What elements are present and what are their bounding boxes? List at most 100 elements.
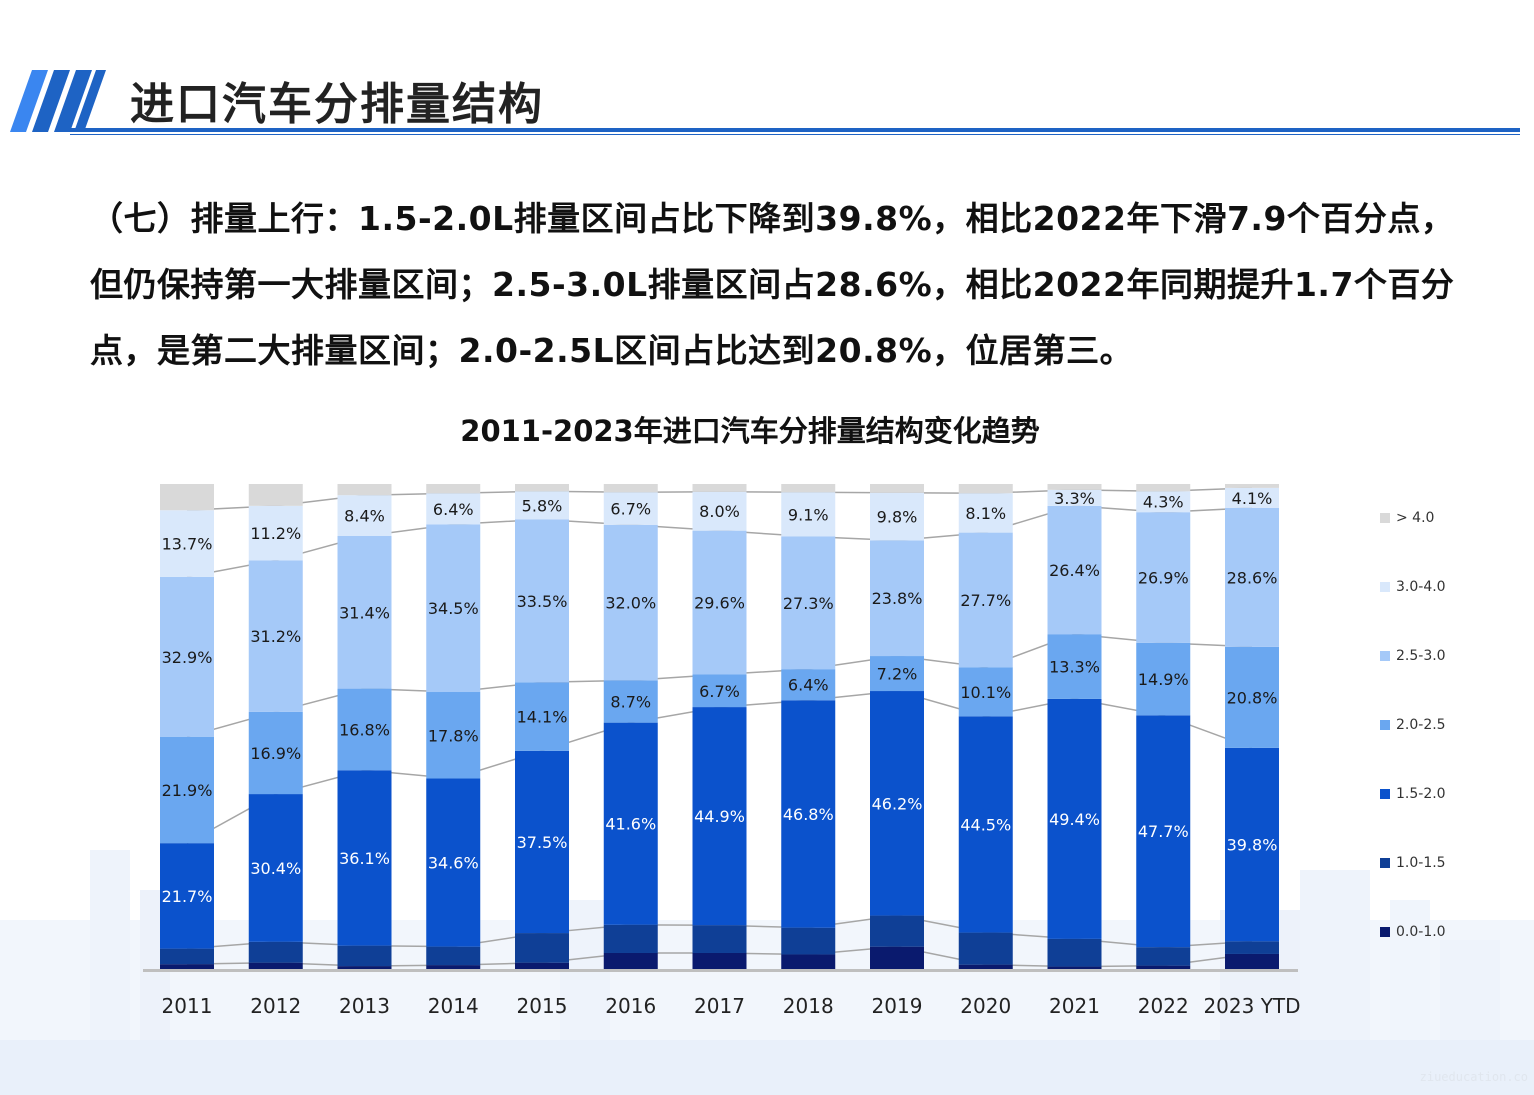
x-tick-label: 2022	[1138, 994, 1189, 1018]
x-tick-label: 2013	[339, 994, 390, 1018]
bar-segment-1.52.0-2013	[337, 770, 392, 946]
legend-label: > 4.0	[1396, 510, 1435, 526]
bar-segment-2.02.5-2019	[870, 656, 924, 692]
x-tick-label: 2018	[783, 994, 834, 1018]
bar-segment-3.04.0-2019	[870, 492, 924, 541]
data-label: 46.8%	[783, 805, 834, 824]
bar-segment-0.01.0-2020	[958, 964, 1013, 970]
bar-segment-2.02.5-2012	[248, 711, 303, 795]
data-label: 13.3%	[1049, 657, 1100, 676]
bar-segment-2.02.5-2017	[692, 674, 747, 708]
bar-segment-2.02.5-2016	[603, 680, 658, 723]
bar-segment-4.0-2023-YTD	[1225, 484, 1279, 488]
data-label: 16.9%	[250, 744, 301, 763]
bar-segment-1.52.0-2019	[870, 691, 924, 916]
x-tick-label: 2023 YTD	[1203, 994, 1300, 1018]
bar-segment-2.53.0-2011	[160, 576, 214, 737]
data-label: 5.8%	[522, 496, 563, 515]
data-label: 6.7%	[699, 682, 740, 701]
x-tick-label: 2014	[428, 994, 479, 1018]
bar-segment-4.0-2018	[781, 484, 836, 493]
bar-segment-1.01.5-2021	[1047, 938, 1102, 967]
watermark: ziueducation.co	[1419, 1070, 1528, 1084]
legend-item: > 4.0	[1380, 510, 1434, 530]
bar-segment-2.53.0-2019	[870, 540, 924, 657]
bar-segment-1.01.5-2018	[781, 927, 836, 955]
legend-swatch	[1380, 789, 1390, 799]
data-label: 34.5%	[428, 599, 479, 618]
data-label: 4.3%	[1143, 493, 1184, 512]
data-label: 39.8%	[1227, 836, 1278, 855]
stacked-bar-chart: 21.7% 21.9% 32.9% 13.7% 2011 30.4% 16.9% 31.2% 1…	[143, 484, 1301, 1018]
bar-segment-1.01.5-2014	[426, 946, 481, 966]
data-label: 8.7%	[610, 692, 651, 711]
bar-segment-0.01.0-2016	[603, 952, 658, 970]
bar-segment-4.0-2012	[248, 484, 303, 506]
bar-segment-0.01.0-2018	[781, 954, 836, 970]
bar-segment-1.01.5-2012	[248, 941, 303, 963]
x-tick-label: 2011	[162, 994, 213, 1018]
bar-segment-2.02.5-2013	[337, 688, 392, 771]
data-label: 27.7%	[960, 591, 1011, 610]
x-tick-label: 2021	[1049, 994, 1100, 1018]
header-divider-thin	[70, 134, 1520, 135]
bar-segment-2.53.0-2015	[515, 519, 569, 683]
bar-segment-1.01.5-2022	[1136, 947, 1191, 966]
bar-segment-4.0-2020	[958, 484, 1013, 494]
bar-segment-0.01.0-2019	[870, 946, 924, 970]
x-tick-label: 2016	[605, 994, 656, 1018]
data-label: 21.7%	[162, 887, 213, 906]
data-label: 34.6%	[428, 854, 479, 873]
bar-segment-4.0-2021	[1047, 484, 1102, 490]
legend-label: 2.5-3.0	[1396, 648, 1446, 664]
data-label: 29.6%	[694, 594, 745, 613]
legend-swatch	[1380, 858, 1390, 868]
legend-item: 3.0-4.0	[1380, 579, 1446, 599]
data-label: 44.5%	[960, 815, 1011, 834]
data-label: 8.4%	[344, 507, 385, 526]
data-label: 6.4%	[788, 676, 829, 695]
data-label: 33.5%	[517, 592, 568, 611]
bar-segment-2.53.0-2021	[1047, 505, 1102, 635]
bar-segment-2.53.0-2020	[958, 532, 1013, 668]
bar-segment-1.52.0-2011	[160, 843, 214, 949]
bar-segment-4.0-2019	[870, 484, 924, 493]
legend-label: 2.0-2.5	[1396, 717, 1446, 733]
bar-segment-2.53.0-2012	[248, 560, 303, 712]
bar-segment-1.52.0-2016	[603, 722, 658, 925]
data-label: 21.9%	[162, 781, 213, 800]
bar-segment-1.01.5-2016	[603, 924, 658, 953]
legend-label: 3.0-4.0	[1396, 579, 1446, 595]
bar-segment-3.04.0-2022	[1136, 491, 1191, 513]
data-label: 13.7%	[162, 535, 213, 554]
data-label: 26.4%	[1049, 561, 1100, 580]
data-label: 32.9%	[162, 648, 213, 667]
bar-segment-0.01.0-2021	[1047, 966, 1102, 970]
bar-segment-3.04.0-2018	[781, 492, 836, 537]
legend-label: 1.5-2.0	[1396, 786, 1446, 802]
data-label: 10.1%	[960, 683, 1011, 702]
data-label: 9.1%	[788, 505, 829, 524]
data-label: 20.8%	[1227, 688, 1278, 707]
bar-segment-1.52.0-2012	[248, 794, 303, 942]
legend-item: 0.0-1.0	[1380, 924, 1446, 944]
bar-segment-3.04.0-2017	[692, 491, 747, 531]
bar-segment-4.0-2014	[426, 484, 481, 494]
data-label: 6.7%	[610, 500, 651, 519]
bar-segment-2.53.0-2014	[426, 524, 481, 693]
legend-item: 2.5-3.0	[1380, 648, 1446, 668]
bar-segment-1.52.0-2018	[781, 700, 836, 928]
bar-segment-1.52.0-2023-YTD	[1225, 747, 1279, 942]
bar-segment-3.04.0-2014	[426, 493, 481, 525]
data-label: 30.4%	[250, 859, 301, 878]
data-label: 8.0%	[699, 502, 740, 521]
data-label: 3.3%	[1054, 489, 1095, 508]
bar-segment-4.0-2015	[515, 484, 569, 492]
bar-segment-2.53.0-2016	[603, 524, 658, 681]
data-label: 11.2%	[250, 524, 301, 543]
data-label: 32.0%	[605, 594, 656, 613]
data-label: 28.6%	[1227, 568, 1278, 587]
bar-segment-1.52.0-2014	[426, 778, 481, 947]
data-label: 14.1%	[517, 708, 568, 727]
bar-segment-1.52.0-2020	[958, 716, 1013, 933]
